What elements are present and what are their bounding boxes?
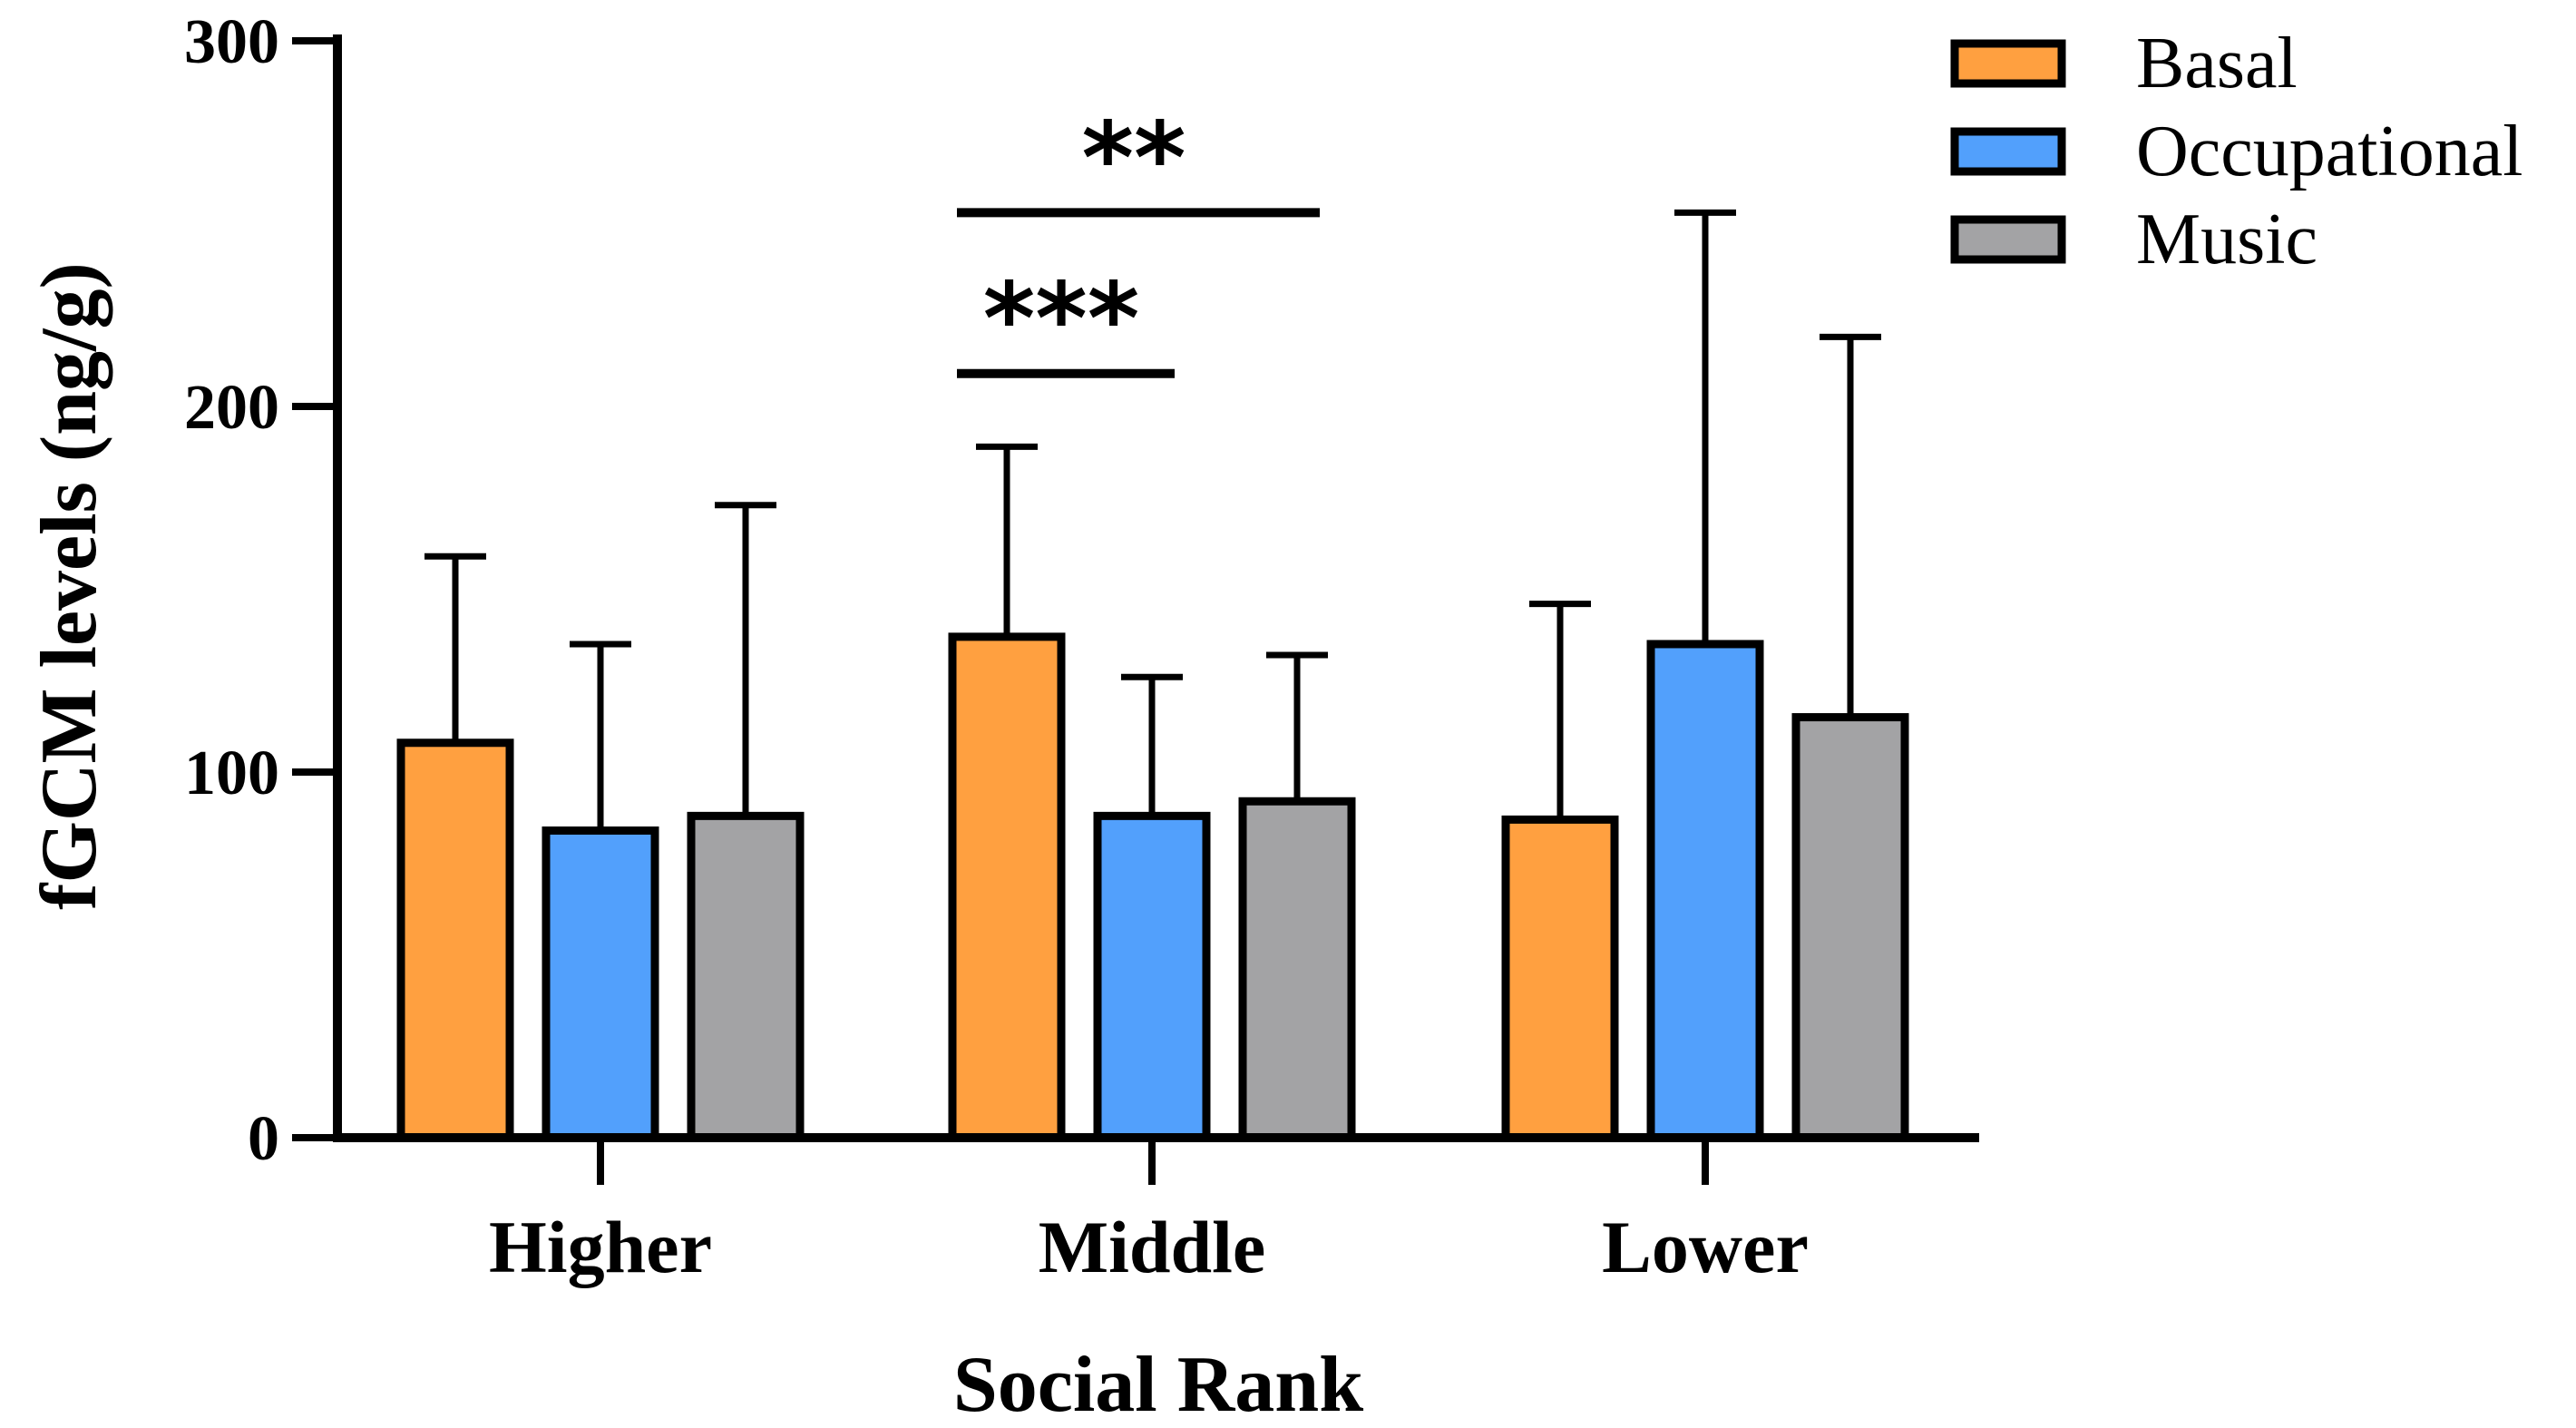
bar-higher-occupational: [542, 826, 659, 1142]
y-tick-label-300: 300: [184, 7, 279, 77]
legend-swatch-basal: [1950, 39, 2066, 88]
bar-lower-occupational: [1646, 640, 1764, 1142]
legend: Basal Occupational Music: [1950, 24, 2522, 279]
significance-layer: *****: [957, 100, 1320, 378]
y-axis-title: fGCM levels (ng/g): [25, 262, 113, 910]
legend-label-music: Music: [2136, 200, 2317, 279]
y-tick-label-0: 0: [248, 1104, 279, 1174]
x-tick-label-lower: Lower: [1602, 1206, 1809, 1288]
significance-label-2: **: [1081, 100, 1186, 216]
bar-middle-basal: [948, 632, 1066, 1142]
significance-label-1: ***: [983, 261, 1140, 377]
bar-lower-basal: [1501, 815, 1619, 1142]
bar-higher-music: [687, 811, 805, 1142]
x-axis-title: Social Rank: [953, 1341, 1363, 1428]
y-tick-label-100: 100: [184, 738, 279, 808]
error-bars-layer: [424, 209, 1881, 831]
x-tick-label-middle: Middle: [1039, 1206, 1266, 1288]
bar-lower-music: [1791, 713, 1909, 1142]
x-ticks-layer: Higher Middle Lower: [489, 1138, 1809, 1288]
bar-higher-basal: [396, 738, 514, 1142]
legend-swatch-music: [1950, 215, 2066, 264]
y-ticks-layer: 0 100 200 300: [184, 7, 337, 1174]
legend-label-occupational: Occupational: [2136, 112, 2522, 191]
legend-label-basal: Basal: [2136, 24, 2298, 103]
bar-middle-occupational: [1093, 811, 1211, 1142]
y-tick-label-200: 200: [184, 373, 279, 443]
legend-swatch-occupational: [1950, 127, 2066, 176]
bar-middle-music: [1238, 797, 1356, 1142]
x-tick-label-higher: Higher: [489, 1206, 712, 1288]
